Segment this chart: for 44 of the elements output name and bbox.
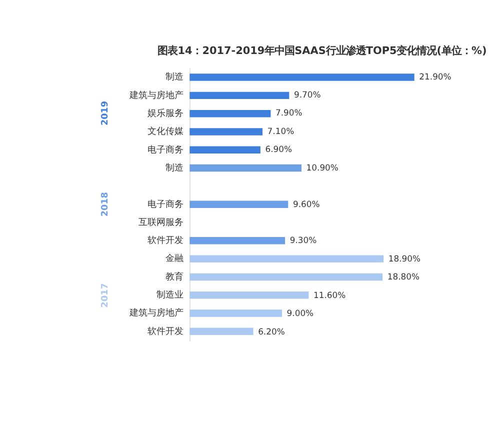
bar: [190, 92, 290, 100]
y-tick-label: 制造业: [156, 290, 184, 301]
data-label: 9.70%: [294, 89, 321, 100]
bar: [190, 292, 309, 299]
bar: [190, 273, 383, 281]
data-label: 10.90%: [306, 162, 338, 172]
y-tick-label: 互联网服务: [138, 216, 184, 228]
text: 2019: [100, 100, 111, 126]
y-tick-label: 建筑与房地产: [128, 308, 184, 319]
y-tick-label: 建筑与房地产: [128, 90, 184, 101]
bar: [190, 146, 260, 154]
bar: [190, 164, 302, 172]
bar: [190, 74, 414, 81]
y-tick-label: 软件开发: [148, 326, 184, 337]
y-tick-label: 文化传媒: [148, 126, 184, 138]
data-label: 7.10%: [267, 126, 294, 136]
y-tick-label: 电子商务: [148, 144, 184, 156]
y-tick-label: 制造: [166, 162, 184, 174]
bar: [190, 255, 384, 262]
bar: [190, 200, 288, 208]
bar: [190, 128, 262, 136]
data-label: 9.30%: [290, 235, 317, 246]
data-label: 18.90%: [388, 253, 421, 264]
data-label: 7.90%: [276, 108, 302, 118]
bar: [190, 110, 271, 118]
y-tick-label: 软件开发: [148, 235, 184, 246]
y-tick-label: 娱乐服务: [148, 108, 184, 119]
bar: [190, 237, 286, 244]
y-tick-label: 电子商务: [148, 198, 184, 210]
data-label: 9.00%: [286, 308, 314, 318]
text: 2017: [100, 283, 111, 308]
bar: [190, 328, 254, 336]
bar: [190, 310, 282, 317]
chart-title: 图表14：2017-2019年中国SAAS行业渗透TOP5变化情况(单位：%): [158, 45, 487, 58]
data-label: 18.80%: [387, 272, 420, 282]
text: 2018: [100, 192, 111, 217]
data-label: 6.20%: [258, 326, 285, 336]
data-label: 6.90%: [265, 144, 292, 154]
data-label: 9.60%: [292, 198, 320, 209]
data-label: 11.60%: [313, 290, 346, 300]
data-label: 21.90%: [419, 71, 452, 82]
y-tick-label: 教育: [166, 271, 184, 282]
y-tick-label: 金融: [166, 253, 184, 264]
y-tick-label: 制造: [166, 72, 184, 83]
